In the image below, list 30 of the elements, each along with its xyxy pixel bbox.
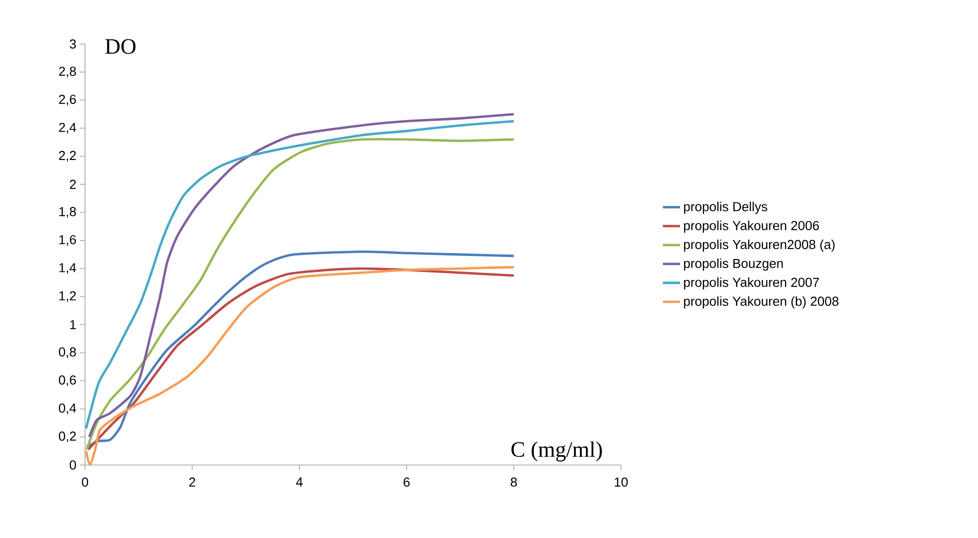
y-tick-label: 2,8: [59, 66, 76, 78]
legend-label: propolis Yakouren (b) 2008: [684, 296, 838, 308]
x-tick-label: 10: [614, 478, 628, 487]
legend-label: propolis Yakouren2008 (a): [684, 240, 835, 252]
legend-label: propolis Yakouren 2007: [684, 277, 819, 290]
y-tick-label: 2: [70, 180, 76, 189]
x-tick-label: 8: [510, 478, 517, 487]
y-tick-label: 1: [70, 320, 76, 330]
legend-label: propolis Yakouren 2006: [684, 220, 819, 233]
x-axis-title: C (mg/ml): [511, 441, 602, 462]
x-tick-label: 6: [404, 478, 410, 487]
y-tick-label: 0,8: [58, 347, 76, 358]
y-tick-label: 3: [70, 39, 76, 49]
y-tick-label: 1,6: [59, 235, 76, 246]
y-tick-label: 1,4: [59, 263, 76, 274]
y-tick-label: 0,4: [58, 403, 76, 414]
y-tick-label: 2,6: [59, 94, 76, 106]
y-axis-title: DO: [105, 39, 136, 54]
y-tick-label: 1,2: [59, 291, 76, 302]
y-tick-label: 0,6: [58, 375, 76, 386]
y-tick-label: 1,8: [59, 207, 76, 218]
y-tick-label: 0: [70, 460, 76, 470]
y-tick-label: 2,2: [59, 150, 76, 162]
x-tick-label: 0: [82, 478, 88, 487]
legend-label: propolis Bouzgen: [684, 258, 783, 271]
y-tick-label: 2,4: [59, 122, 76, 134]
x-tick-label: 4: [296, 478, 303, 486]
legend-label: propolis Dellys: [684, 202, 768, 214]
x-tick-label: 2: [189, 478, 196, 487]
y-tick-label: 0,2: [58, 432, 76, 442]
